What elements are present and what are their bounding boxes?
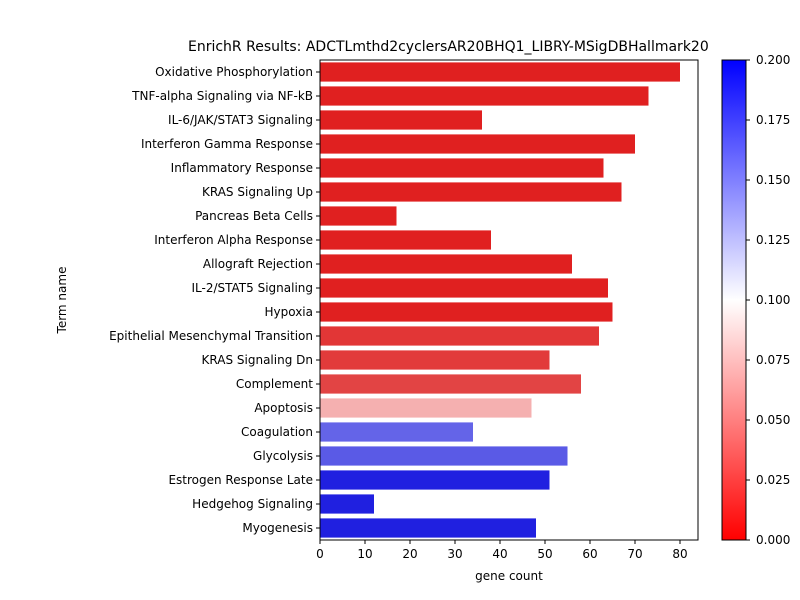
colorbar: 0.000 0.025 0.050 0.075 0.100 0.125 0.150 0.175… <box>721 53 790 547</box>
y-tick-label: Estrogen Response Late <box>168 473 313 487</box>
x-tick-label: 60 <box>582 547 597 561</box>
x-tick-label: 30 <box>447 547 462 561</box>
bar <box>320 278 608 298</box>
bar <box>320 470 550 490</box>
colorbar-tick-label: 0.175 <box>756 113 790 127</box>
x-tick-label: 10 <box>357 547 372 561</box>
bar <box>320 374 581 394</box>
colorbar-tick-label: 0.200 <box>756 53 790 67</box>
y-tick-label: Coagulation <box>241 425 313 439</box>
bar <box>320 86 649 106</box>
y-tick-label: Complement <box>236 377 313 391</box>
bar <box>320 350 550 370</box>
x-tick-label: 40 <box>492 547 507 561</box>
bar <box>320 206 397 226</box>
chart-title: EnrichR Results: ADCTLmthd2cyclersAR20BH… <box>188 39 709 55</box>
y-tick-label: Allograft Rejection <box>203 257 313 271</box>
plot-frame <box>319 59 699 541</box>
bar <box>320 398 532 418</box>
bar <box>320 422 473 442</box>
x-tick-label: 70 <box>627 547 642 561</box>
x-tick-label: 0 <box>316 547 324 561</box>
colorbar-tick-label: 0.150 <box>756 173 790 187</box>
y-tick-label: Interferon Gamma Response <box>141 137 313 151</box>
colorbar-tick-label: 0.100 <box>756 293 790 307</box>
bar <box>320 62 680 82</box>
colorbar-tick-label: 0.000 <box>756 533 790 547</box>
x-tick-label: 50 <box>537 547 552 561</box>
bar <box>320 134 635 154</box>
bar <box>320 230 491 250</box>
bar <box>320 110 482 130</box>
y-tick-label: Interferon Alpha Response <box>154 233 313 247</box>
x-axis-label: gene count <box>475 569 543 583</box>
bar <box>320 494 374 514</box>
colorbar-tick-label: 0.075 <box>756 353 790 367</box>
x-axis-ticks: 0 10 20 30 40 50 60 70 80 <box>316 540 688 561</box>
x-tick-label: 20 <box>402 547 417 561</box>
y-tick-label: Inflammatory Response <box>171 161 313 175</box>
colorbar-tick-label: 0.050 <box>756 413 790 427</box>
x-tick-label: 80 <box>672 547 687 561</box>
y-tick-label: KRAS Signaling Up <box>202 185 313 199</box>
y-tick-label: Epithelial Mesenchymal Transition <box>109 329 313 343</box>
colorbar-tick-label: 0.025 <box>756 473 790 487</box>
bar <box>320 182 622 202</box>
y-tick-label: IL-2/STAT5 Signaling <box>191 281 313 295</box>
y-tick-label: Pancreas Beta Cells <box>195 209 313 223</box>
bar <box>320 326 599 346</box>
bar <box>320 158 604 178</box>
bar <box>320 518 536 538</box>
y-tick-label: IL-6/JAK/STAT3 Signaling <box>168 113 313 127</box>
y-tick-label: Myogenesis <box>242 521 313 535</box>
y-tick-label: KRAS Signaling Dn <box>202 353 313 367</box>
colorbar-ticks: 0.000 0.025 0.050 0.075 0.100 0.125 0.150 0.175… <box>746 53 790 547</box>
bar <box>320 302 613 322</box>
y-tick-label: Glycolysis <box>253 449 313 463</box>
bar <box>320 446 568 466</box>
y-tick-label: Oxidative Phosphorylation <box>155 65 313 79</box>
colorbar-tick-label: 0.125 <box>756 233 790 247</box>
y-axis-ticks: Oxidative Phosphorylation TNF-alpha Signa… <box>109 65 320 535</box>
y-tick-label: TNF-alpha Signaling via NF-kB <box>131 89 313 103</box>
y-tick-label: Hedgehog Signaling <box>192 497 313 511</box>
colorbar-gradient <box>721 59 747 541</box>
bar <box>320 254 572 274</box>
y-tick-label: Hypoxia <box>264 305 313 319</box>
y-axis-label: Term name <box>55 267 69 335</box>
y-tick-label: Apoptosis <box>254 401 313 415</box>
bars-group <box>320 62 680 538</box>
